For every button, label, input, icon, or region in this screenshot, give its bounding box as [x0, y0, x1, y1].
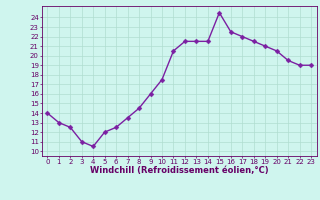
X-axis label: Windchill (Refroidissement éolien,°C): Windchill (Refroidissement éolien,°C) [90, 166, 268, 175]
